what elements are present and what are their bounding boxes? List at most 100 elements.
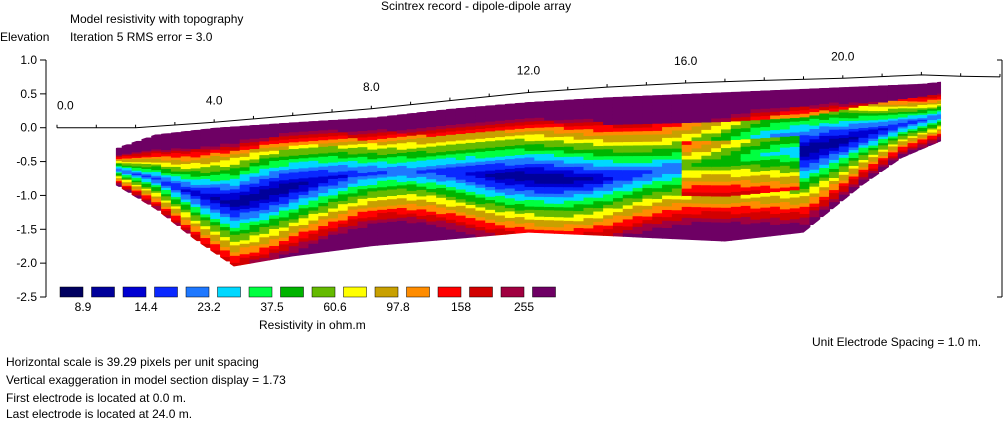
resistivity-cell	[534, 183, 546, 189]
resistivity-cell	[249, 218, 261, 223]
resistivity-cell	[485, 124, 497, 130]
resistivity-cell	[917, 139, 929, 143]
resistivity-cell	[318, 160, 330, 165]
resistivity-cell	[504, 178, 516, 184]
resistivity-cell	[563, 102, 575, 108]
resistivity-cell	[878, 98, 889, 102]
resistivity-cell	[396, 198, 408, 203]
resistivity-cell	[475, 155, 487, 160]
resistivity-cell	[220, 193, 231, 199]
resistivity-cell	[809, 207, 821, 212]
resistivity-cell	[622, 229, 634, 235]
resistivity-cell	[357, 211, 369, 217]
resistivity-cell	[701, 166, 713, 172]
resistivity-cell	[161, 139, 172, 143]
resistivity-cell	[917, 83, 929, 87]
resistivity-cell	[878, 111, 889, 115]
resistivity-cell	[829, 129, 840, 134]
resistivity-cell	[711, 96, 723, 101]
resistivity-cell	[544, 180, 556, 185]
resistivity-cell	[485, 108, 497, 113]
resistivity-cell	[779, 118, 791, 124]
resistivity-cell	[701, 159, 713, 165]
resistivity-cell	[937, 135, 942, 138]
resistivity-cell	[416, 183, 428, 188]
resistivity-cell	[632, 152, 644, 158]
resistivity-cell	[298, 211, 310, 216]
resistivity-cell	[554, 120, 565, 125]
resistivity-cell	[220, 183, 231, 189]
resistivity-cell	[691, 232, 703, 238]
resistivity-cell	[603, 131, 614, 137]
resistivity-cell	[308, 190, 320, 196]
resistivity-cell	[367, 162, 379, 167]
resistivity-cell	[475, 142, 487, 147]
resistivity-cell	[121, 147, 133, 151]
resistivity-cell	[642, 138, 654, 143]
resistivity-cell	[838, 163, 850, 168]
resistivity-cell	[612, 212, 624, 217]
resistivity-cell	[396, 182, 408, 187]
resistivity-cell	[681, 185, 693, 190]
resistivity-cell	[887, 150, 899, 154]
resistivity-cell	[161, 215, 172, 219]
resistivity-cell	[662, 209, 673, 215]
resistivity-cell	[671, 105, 683, 110]
resistivity-cell	[151, 204, 163, 207]
resistivity-cell	[220, 170, 231, 175]
resistivity-cell	[387, 131, 398, 136]
resistivity-cell	[347, 131, 359, 136]
resistivity-cell	[868, 120, 880, 124]
resistivity-cell	[691, 221, 703, 227]
resistivity-cell	[563, 190, 575, 195]
resistivity-cell	[603, 170, 614, 175]
resistivity-cell	[524, 183, 536, 188]
resistivity-cell	[662, 231, 673, 237]
resistivity-cell	[328, 182, 339, 187]
resistivity-cell	[121, 149, 133, 152]
resistivity-cell	[868, 117, 880, 122]
resistivity-cell	[220, 180, 231, 185]
resistivity-cell	[288, 242, 300, 248]
resistivity-cell	[730, 154, 742, 160]
resistivity-cell	[465, 178, 477, 184]
resistivity-cell	[593, 156, 605, 161]
resistivity-cell	[367, 213, 379, 219]
resistivity-cell	[554, 126, 565, 132]
resistivity-cell	[937, 117, 942, 120]
resistivity-cell	[161, 196, 172, 200]
resistivity-cell	[465, 175, 477, 180]
resistivity-cell	[278, 237, 290, 243]
resistivity-cell	[848, 134, 860, 138]
resistivity-cell	[907, 120, 919, 124]
resistivity-cell	[750, 164, 762, 170]
resistivity-cell	[416, 206, 428, 211]
resistivity-cell	[229, 136, 241, 142]
resistivity-cell	[573, 207, 585, 213]
resistivity-cell	[377, 193, 389, 198]
resistivity-cell	[721, 192, 732, 198]
resistivity-cell	[337, 135, 349, 140]
resistivity-cell	[868, 175, 880, 179]
resistivity-cell	[367, 156, 379, 161]
resistivity-cell	[848, 144, 860, 149]
resistivity-cell	[691, 177, 703, 183]
resistivity-cell	[328, 162, 339, 167]
resistivity-cell	[387, 163, 398, 168]
resistivity-cell	[367, 197, 379, 203]
resistivity-cell	[691, 170, 703, 176]
resistivity-cell	[288, 185, 300, 191]
resistivity-cell	[445, 236, 457, 241]
resistivity-cell	[799, 224, 811, 230]
resistivity-cell	[770, 221, 781, 226]
resistivity-cell	[426, 153, 438, 158]
resistivity-cell	[848, 105, 860, 109]
resistivity-cell	[917, 119, 929, 123]
resistivity-cell	[121, 171, 133, 174]
resistivity-cell	[681, 210, 693, 216]
resistivity-cell	[691, 93, 703, 99]
resistivity-cell	[563, 220, 575, 226]
resistivity-cell	[396, 123, 408, 129]
resistivity-cell	[259, 233, 271, 239]
resistivity-cell	[328, 175, 339, 180]
